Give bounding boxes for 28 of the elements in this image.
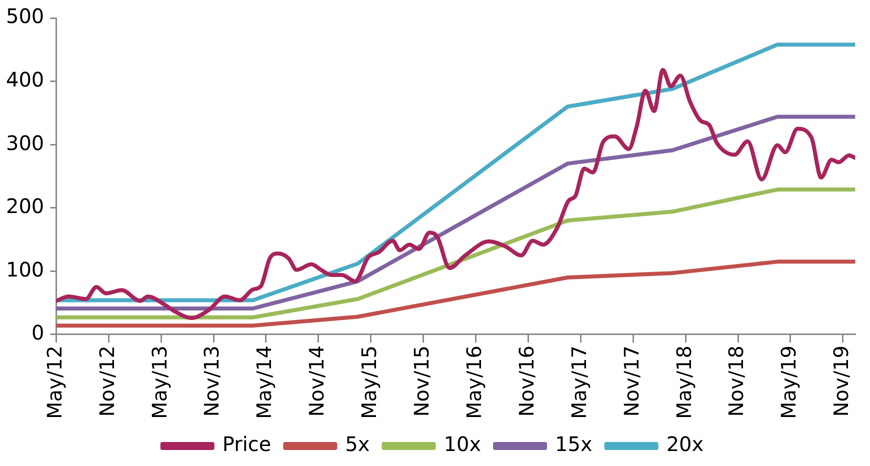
x-tick-label: Nov/15 [410, 345, 434, 417]
x-tick-label: May/13 [147, 345, 172, 420]
x-tick-label: Nov/16 [514, 345, 538, 417]
x-tick-label: May/19 [776, 345, 801, 420]
x-tick-label: May/18 [672, 345, 696, 420]
x-tick-label: May/14 [252, 345, 276, 420]
x-tick-label: Nov/18 [724, 345, 748, 417]
x-tick-label: May/16 [462, 345, 486, 420]
legend-label: 10x [444, 432, 482, 456]
x-tick-label: Nov/19 [829, 345, 854, 417]
x-tick-label: Nov/12 [94, 345, 119, 417]
legend-label: 20x [666, 432, 704, 456]
y-tick-label: 0 [31, 320, 44, 345]
legend-label: 5x [345, 432, 370, 456]
x-tick-label: May/15 [357, 345, 382, 420]
line-series [56, 68, 856, 320]
y-tick-label: 300 [6, 130, 44, 155]
x-tick-label: May/12 [42, 345, 66, 420]
x-tick-label: Nov/14 [304, 345, 329, 417]
legend-label: 15x [555, 432, 592, 456]
x-tick-label: May/17 [566, 345, 591, 420]
y-tick-label: 200 [6, 194, 44, 218]
x-tick-label: Nov/17 [619, 345, 644, 417]
y-tick-label: 400 [6, 67, 44, 92]
x-tick-label: Nov/13 [200, 345, 224, 417]
legend-label: Price [222, 432, 272, 456]
y-tick-label: 100 [6, 257, 44, 282]
y-tick-label: 500 [6, 4, 44, 28]
